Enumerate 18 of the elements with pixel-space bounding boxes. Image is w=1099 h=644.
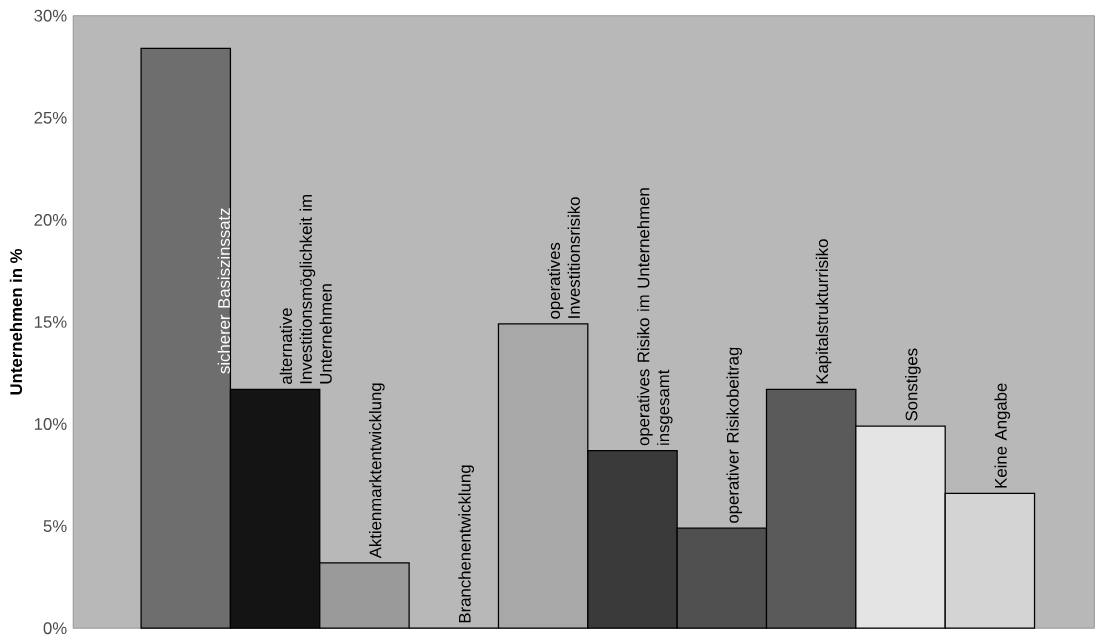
y-tick-label: 0% <box>43 622 67 635</box>
y-tick-label: 20% <box>34 213 67 226</box>
y-tick-label: 5% <box>43 520 67 533</box>
x-tick-label: operatives Investitionsrisiko <box>547 197 580 319</box>
x-tick-label: operatives Risiko im Unternehmen insgesamt <box>637 188 673 446</box>
x-tick-label: sicherer Basiszinssatz <box>217 208 230 374</box>
x-tick-label: operativer Risikobeitrag <box>726 347 743 523</box>
x-tick-label: Sonstiges <box>905 348 921 421</box>
y-axis-title: Unternehmen in % <box>9 248 23 395</box>
y-tick-label: 30% <box>34 9 67 22</box>
x-tick-label: Aktienmarktentwicklung <box>369 383 385 559</box>
y-tick-label: 15% <box>34 316 67 328</box>
x-tick-label: alternative Investitionsmöglichkeit im Unternehmen <box>279 195 332 385</box>
x-tick-label: Keine Angabe <box>994 383 1011 488</box>
y-tick-label: 25% <box>34 111 67 124</box>
y-tick-label: 10% <box>34 418 67 431</box>
x-tick-label: Branchenentwicklung <box>458 465 475 623</box>
x-tick-label: Kapitalstrukturrisiko <box>815 239 832 384</box>
